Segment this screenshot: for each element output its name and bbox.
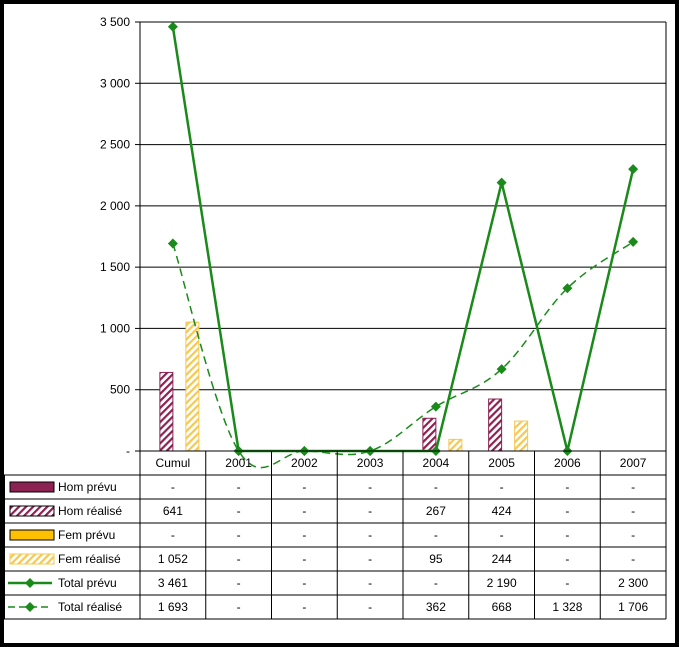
data-label-fem-prevu-2003: - xyxy=(368,528,372,542)
y-tick-label: 2 500 xyxy=(100,138,130,152)
category-label-2001: 2001 xyxy=(225,456,252,470)
line-total-realise xyxy=(172,241,634,469)
data-label-total-realise-2001: - xyxy=(237,600,241,614)
y-tick-label: 3 500 xyxy=(100,15,130,29)
legend-key-hom-realise xyxy=(9,505,55,517)
data-label-hom-realise-2005: 424 xyxy=(492,504,512,518)
data-label-total-realise-2003: - xyxy=(368,600,372,614)
data-label-total-prevu-2005: 2 190 xyxy=(487,576,517,590)
legend-key-hom-prevu xyxy=(9,481,55,493)
data-label-total-prevu-cumul: 3 461 xyxy=(158,576,188,590)
data-label-total-prevu-2002: - xyxy=(302,576,306,590)
data-label-hom-prevu-2004: - xyxy=(434,480,438,494)
data-label-hom-realise-2002: - xyxy=(302,504,306,518)
data-label-hom-prevu-2001: - xyxy=(237,480,241,494)
legend-key-fem-realise xyxy=(9,553,55,565)
series-lines xyxy=(167,21,639,469)
data-label-fem-prevu-cumul: - xyxy=(171,528,175,542)
y-tick-label: 1 000 xyxy=(100,321,130,335)
category-label-2004: 2004 xyxy=(423,456,450,470)
marker-total-prevu-cumul xyxy=(167,21,178,32)
marker-total-realise-2005 xyxy=(496,364,507,375)
data-label-fem-realise-cumul: 1 052 xyxy=(158,552,188,566)
data-label-total-realise-cumul: 1 693 xyxy=(158,600,188,614)
data-label-total-prevu-2004: - xyxy=(434,576,438,590)
bar-hom-realise-cumul xyxy=(159,371,174,452)
marker-total-prevu-2007 xyxy=(628,164,639,175)
legend-marker-total-realise xyxy=(25,602,35,612)
y-axis-ticks: - 500 1 000 1 500 2 000 2 500 3 000 3 500 xyxy=(100,15,140,458)
category-label-2007: 2007 xyxy=(620,456,647,470)
data-label-fem-realise-2002: - xyxy=(302,552,306,566)
data-label-hom-realise-cumul: 641 xyxy=(163,504,183,518)
data-label-hom-realise-2003: - xyxy=(368,504,372,518)
data-label-total-realise-2007: 1 706 xyxy=(618,600,648,614)
data-label-fem-prevu-2004: - xyxy=(434,528,438,542)
data-label-fem-realise-2004: 95 xyxy=(429,552,443,566)
bar-fem-realise-cumul xyxy=(185,321,200,452)
bars xyxy=(159,321,529,452)
data-label-fem-realise-2001: - xyxy=(237,552,241,566)
category-label-cumul: Cumul xyxy=(156,456,191,470)
data-label-fem-prevu-2007: - xyxy=(631,528,635,542)
y-tick-label: 1 500 xyxy=(100,260,130,274)
data-label-hom-realise-2004: 267 xyxy=(426,504,446,518)
data-label-total-prevu-2007: 2 300 xyxy=(618,576,648,590)
data-table: Cumul 2001 2002 2003 2004 2005 2006 2007 Hom pré… xyxy=(4,450,667,620)
line-total-prevu xyxy=(171,26,635,453)
legend-label-fem-realise: Fem réalisé xyxy=(58,552,121,566)
marker-total-realise-2006 xyxy=(562,283,573,294)
data-label-fem-realise-2006: - xyxy=(565,552,569,566)
bar-hom-realise-2004 xyxy=(422,417,437,452)
category-label-2002: 2002 xyxy=(291,456,318,470)
data-label-hom-prevu-2005: - xyxy=(500,480,504,494)
legend-marker-total-prevu xyxy=(25,578,35,588)
marker-total-prevu-2005 xyxy=(496,177,507,188)
data-label-total-realise-2002: - xyxy=(302,600,306,614)
bar-fem-realise-2005 xyxy=(514,420,529,452)
data-label-fem-prevu-2005: - xyxy=(500,528,504,542)
data-label-fem-prevu-2002: - xyxy=(302,528,306,542)
data-label-fem-prevu-2001: - xyxy=(237,528,241,542)
legend-label-hom-prevu: Hom prévu xyxy=(58,480,117,494)
data-label-total-prevu-2003: - xyxy=(368,576,372,590)
data-label-hom-prevu-2007: - xyxy=(631,480,635,494)
data-label-hom-prevu-2002: - xyxy=(302,480,306,494)
data-label-fem-realise-2007: - xyxy=(631,552,635,566)
legend-label-fem-prevu: Fem prévu xyxy=(58,528,115,542)
data-label-hom-prevu-2006: - xyxy=(565,480,569,494)
data-label-hom-realise-2006: - xyxy=(565,504,569,518)
grid-lines xyxy=(139,21,667,452)
data-label-total-prevu-2006: - xyxy=(565,576,569,590)
data-label-fem-realise-2005: 244 xyxy=(492,552,512,566)
data-label-fem-prevu-2006: - xyxy=(565,528,569,542)
y-tick-label: 3 000 xyxy=(100,76,130,90)
y-tick-label: 2 000 xyxy=(100,199,130,213)
data-label-total-prevu-2001: - xyxy=(237,576,241,590)
chart: - 500 1 000 1 500 2 000 2 500 3 000 3 500 Cumul… xyxy=(4,15,667,620)
data-label-hom-realise-2001: - xyxy=(237,504,241,518)
y-tick-label: - xyxy=(126,444,130,458)
marker-total-realise-cumul xyxy=(167,238,178,249)
category-label-2006: 2006 xyxy=(554,456,581,470)
data-label-total-realise-2005: 668 xyxy=(492,600,512,614)
category-label-2003: 2003 xyxy=(357,456,384,470)
chart-frame: - 500 1 000 1 500 2 000 2 500 3 000 3 500 Cumul… xyxy=(4,4,675,643)
legend-label-total-prevu: Total prévu xyxy=(58,576,117,590)
marker-total-realise-2007 xyxy=(628,236,639,247)
marker-total-realise-2004 xyxy=(430,401,441,412)
data-label-fem-realise-2003: - xyxy=(368,552,372,566)
legend-key-fem-prevu xyxy=(9,529,55,541)
bar-fem-realise-2004 xyxy=(448,438,463,452)
data-label-hom-realise-2007: - xyxy=(631,504,635,518)
data-label-hom-prevu-2003: - xyxy=(368,480,372,494)
data-label-total-realise-2004: 362 xyxy=(426,600,446,614)
legend-label-total-realise: Total réalisé xyxy=(58,600,122,614)
category-label-2005: 2005 xyxy=(488,456,515,470)
data-label-total-realise-2006: 1 328 xyxy=(552,600,582,614)
legend-label-hom-realise: Hom réalisé xyxy=(58,504,122,518)
data-label-hom-prevu-cumul: - xyxy=(171,480,175,494)
y-tick-label: 500 xyxy=(110,383,130,397)
bar-hom-realise-2005 xyxy=(488,398,503,452)
